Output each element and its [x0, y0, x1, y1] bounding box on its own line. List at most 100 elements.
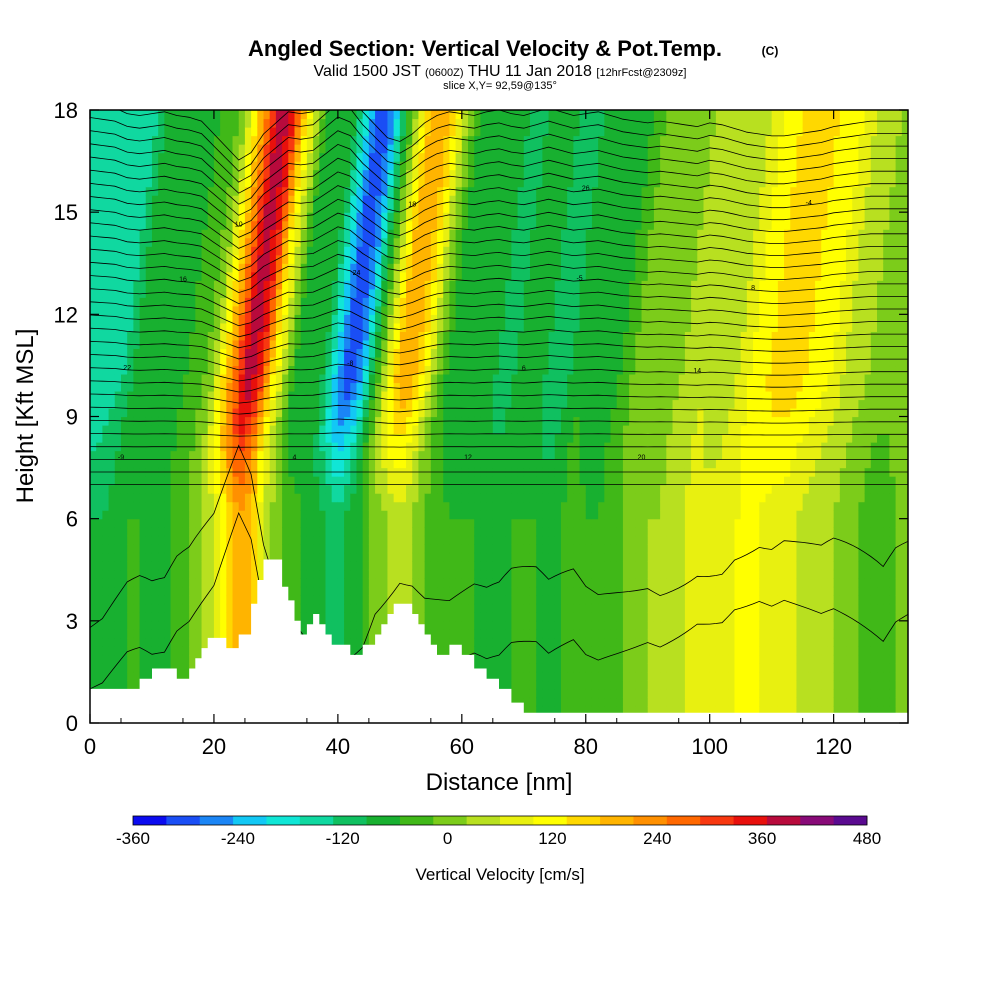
velocity-cell [461, 220, 469, 230]
velocity-cell [505, 305, 512, 315]
velocity-cell [213, 271, 221, 281]
velocity-cell [226, 620, 234, 630]
velocity-cell [114, 339, 122, 349]
velocity-cell [288, 544, 296, 554]
velocity-cell [145, 663, 153, 673]
velocity-cell [232, 493, 240, 503]
velocity-cell [263, 288, 271, 298]
velocity-cell [325, 178, 333, 188]
velocity-cell [90, 348, 97, 358]
velocity-cell [102, 663, 110, 673]
velocity-cell [461, 569, 469, 579]
velocity-cell [474, 501, 482, 511]
velocity-cell [356, 254, 364, 264]
velocity-cell [300, 603, 308, 613]
velocity-cell [437, 425, 444, 435]
velocity-cell [381, 263, 389, 273]
velocity-cell [368, 578, 376, 588]
velocity-cell [356, 569, 364, 579]
velocity-cell [455, 297, 463, 307]
velocity-cell [399, 348, 407, 358]
velocity-cell [387, 493, 395, 503]
velocity-cell [257, 544, 265, 554]
velocity-cell [480, 348, 488, 358]
velocity-cell [344, 620, 351, 630]
velocity-cell [275, 169, 283, 179]
velocity-cell [443, 450, 451, 460]
velocity-cell [387, 220, 395, 230]
velocity-cell [164, 331, 172, 341]
velocity-cell [443, 425, 451, 435]
velocity-cell [319, 484, 327, 494]
velocity-cell [375, 510, 382, 520]
velocity-cell [120, 305, 128, 315]
velocity-cell [139, 612, 147, 622]
velocity-cell [313, 433, 320, 443]
velocity-cell [164, 493, 172, 503]
velocity-cell [511, 229, 519, 239]
velocity-cell [486, 322, 494, 332]
velocity-cell [480, 629, 488, 639]
velocity-cell [362, 373, 370, 384]
velocity-cell [368, 161, 376, 171]
velocity-cell [282, 331, 289, 341]
velocity-cell [412, 288, 420, 298]
velocity-cell [114, 535, 122, 545]
velocity-cell [492, 229, 500, 239]
velocity-cell [182, 510, 190, 520]
velocity-cell [412, 186, 420, 196]
velocity-cell [220, 254, 227, 264]
velocity-cell [164, 348, 172, 358]
velocity-cell [182, 348, 190, 358]
velocity-cell [511, 348, 519, 358]
velocity-cell [350, 561, 358, 571]
velocity-cell [244, 365, 252, 375]
velocity-cell [182, 399, 190, 409]
velocity-cell [201, 390, 209, 401]
velocity-cell [406, 535, 413, 545]
velocity-cell [251, 510, 258, 520]
velocity-cell [430, 135, 438, 145]
velocity-cell [505, 637, 512, 647]
velocity-cell [350, 569, 358, 579]
velocity-cell [455, 110, 463, 120]
velocity-cell [158, 297, 165, 307]
velocity-cell [114, 654, 122, 664]
velocity-cell [108, 127, 116, 137]
velocity-cell [344, 493, 351, 503]
velocity-cell [133, 220, 141, 230]
velocity-cell [350, 578, 358, 588]
velocity-cell [145, 246, 153, 256]
velocity-cell [226, 135, 234, 145]
velocity-cell [418, 552, 426, 562]
velocity-cell [120, 331, 128, 341]
velocity-cell [356, 578, 364, 588]
velocity-cell [375, 416, 382, 426]
velocity-cell [443, 603, 451, 613]
velocity-cell [449, 127, 457, 137]
velocity-cell [387, 322, 395, 332]
velocity-cell [356, 186, 364, 196]
velocity-cell [424, 416, 432, 426]
velocity-cell [331, 178, 339, 188]
velocity-cell [238, 203, 246, 213]
velocity-cell [120, 603, 128, 613]
velocity-cell [368, 637, 376, 647]
velocity-cell [511, 356, 519, 367]
velocity-cell [325, 212, 333, 222]
velocity-cell [139, 450, 147, 460]
velocity-cell [275, 144, 283, 154]
velocity-cell [356, 518, 364, 528]
velocity-cell [220, 195, 227, 205]
velocity-cell [443, 620, 451, 630]
velocity-cell [195, 578, 203, 588]
velocity-cell [294, 578, 302, 588]
velocity-cell [393, 237, 401, 247]
velocity-cell [114, 510, 122, 520]
velocity-cell [449, 322, 457, 332]
velocity-cell [443, 135, 451, 145]
velocity-cell [325, 169, 333, 179]
velocity-cell [499, 510, 506, 520]
velocity-cell [480, 237, 488, 247]
velocity-cell [133, 382, 141, 392]
